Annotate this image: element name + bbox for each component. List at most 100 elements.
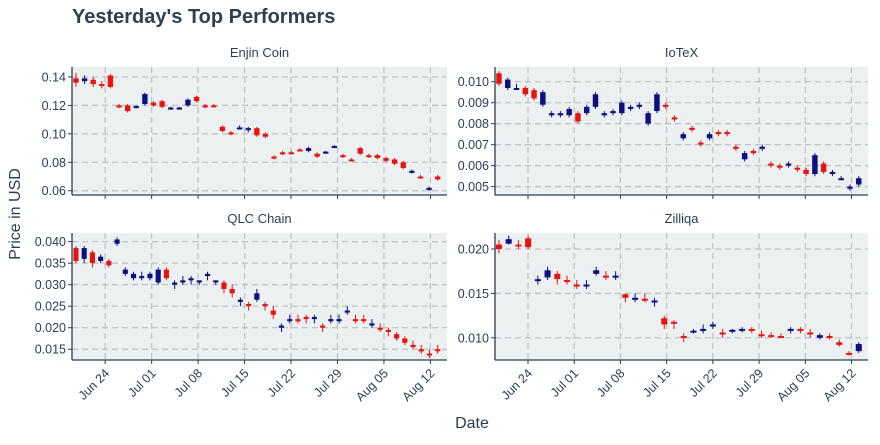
- candle: [219, 125, 226, 133]
- candle-body: [402, 338, 408, 343]
- candle-body: [122, 269, 128, 274]
- y-tick-label: 0.006: [458, 159, 489, 173]
- candle: [505, 77, 511, 91]
- y-tick-label: 0.020: [458, 242, 489, 256]
- candle: [525, 235, 532, 249]
- candle: [385, 327, 391, 337]
- candle-body: [505, 239, 512, 244]
- candle: [733, 144, 739, 151]
- candle-body: [344, 310, 350, 313]
- candle: [172, 280, 178, 289]
- candle-body: [619, 102, 625, 114]
- candle-body: [803, 169, 809, 175]
- candle: [383, 156, 389, 163]
- candle-body: [73, 248, 79, 261]
- candle-body: [176, 107, 183, 110]
- candle: [147, 271, 153, 281]
- candle: [374, 153, 381, 160]
- candle: [391, 158, 398, 166]
- candle: [627, 104, 634, 112]
- candle: [847, 184, 853, 191]
- candle-body: [794, 167, 801, 170]
- candle: [107, 74, 114, 89]
- y-tick-label: 0.008: [458, 117, 489, 131]
- candle: [366, 153, 372, 159]
- candle: [654, 92, 660, 114]
- candle-body: [690, 330, 697, 333]
- candle: [270, 306, 276, 320]
- candle: [787, 327, 794, 334]
- candle: [816, 333, 823, 340]
- candle-body: [336, 319, 342, 322]
- candle: [836, 339, 843, 347]
- candle: [262, 301, 268, 311]
- candle: [797, 327, 804, 334]
- candle: [196, 280, 202, 285]
- candle: [221, 280, 227, 294]
- candle: [505, 235, 512, 245]
- candle-body: [829, 171, 836, 175]
- candle-body: [394, 334, 400, 339]
- candle-body: [632, 297, 639, 300]
- candle-body: [98, 256, 104, 261]
- candle-body: [515, 244, 522, 247]
- candle: [592, 92, 599, 109]
- candle-body: [641, 298, 648, 301]
- candle: [323, 150, 329, 154]
- candle-body: [139, 276, 145, 279]
- y-tick-label: 0.025: [35, 300, 66, 314]
- x-tick-label: Jul 01: [548, 366, 582, 400]
- candle: [122, 267, 128, 277]
- candle: [557, 111, 564, 118]
- candle: [794, 165, 801, 172]
- candle-body: [188, 278, 194, 281]
- panel-title: Enjin Coin: [230, 45, 289, 60]
- candle: [314, 152, 320, 159]
- y-tick-label: 0.06: [42, 184, 66, 198]
- candle: [328, 314, 334, 324]
- candle: [515, 240, 522, 249]
- candle-body: [768, 163, 774, 166]
- candle: [357, 146, 363, 156]
- candle-body: [836, 342, 843, 345]
- candle: [254, 126, 260, 137]
- candle-body: [340, 155, 346, 158]
- candle-body: [680, 134, 686, 139]
- candle-body: [525, 238, 532, 248]
- candle-body: [116, 105, 122, 108]
- x-tick-label: Aug 05: [353, 366, 391, 404]
- candle: [435, 175, 441, 181]
- candle: [690, 328, 697, 334]
- candle: [812, 153, 818, 177]
- candle-body: [768, 335, 775, 338]
- candle: [99, 81, 105, 89]
- y-tick-label: 0.015: [35, 343, 66, 357]
- candle: [531, 87, 537, 101]
- candle-body: [185, 99, 191, 106]
- candle: [81, 75, 88, 85]
- candle-body: [305, 148, 312, 151]
- candle: [709, 321, 716, 329]
- candle-body: [505, 79, 511, 88]
- candle: [271, 155, 277, 160]
- candle: [228, 131, 234, 136]
- candle-body: [575, 113, 581, 122]
- candle: [496, 71, 502, 86]
- candle-body: [548, 113, 555, 116]
- candle: [81, 245, 87, 264]
- candle-body: [513, 87, 520, 90]
- candle-body: [583, 284, 590, 287]
- candle-body: [759, 146, 765, 149]
- candle-body: [651, 300, 658, 303]
- candle: [139, 271, 145, 281]
- candle-body: [193, 96, 200, 102]
- candle-body: [107, 75, 114, 87]
- candle-body: [847, 186, 853, 189]
- candle-body: [114, 239, 120, 244]
- candle-body: [287, 319, 293, 322]
- candle: [748, 327, 755, 334]
- candle-body: [163, 269, 169, 279]
- panel-background: [72, 233, 447, 360]
- candle-body: [531, 90, 537, 99]
- candle-body: [295, 319, 301, 322]
